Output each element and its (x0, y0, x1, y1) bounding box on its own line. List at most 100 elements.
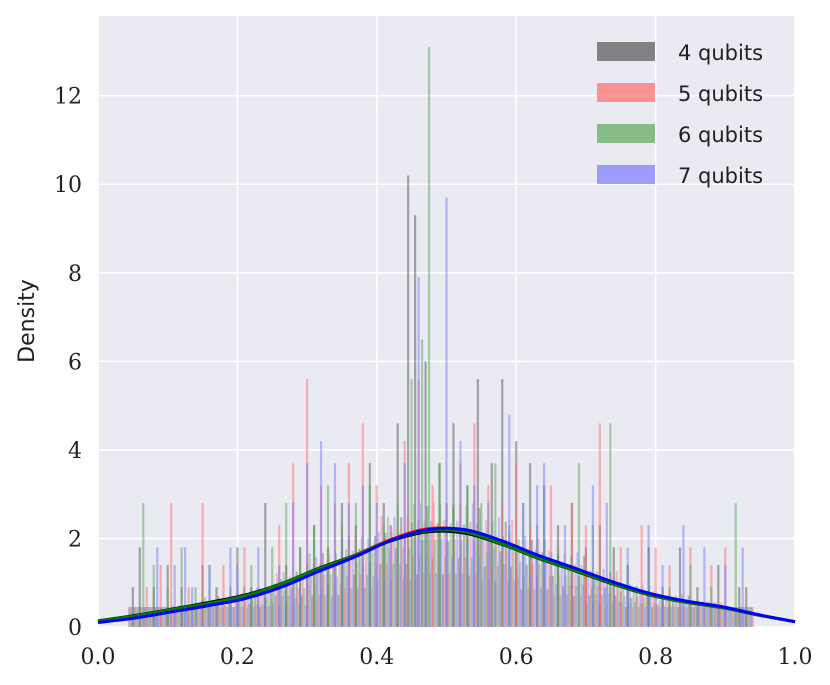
histogram-bar (737, 607, 740, 627)
x-tick-label: 1.0 (778, 645, 813, 670)
histogram-bar (156, 547, 159, 627)
histogram-bar (480, 503, 483, 627)
histogram-bar (304, 605, 307, 627)
histogram-bar (329, 574, 332, 627)
histogram-bar (401, 547, 404, 627)
histogram-bar (340, 525, 344, 627)
histogram-bar (413, 504, 416, 627)
histogram-bar (192, 607, 195, 627)
x-tick-label: 0.4 (359, 645, 394, 670)
histogram-bar (261, 604, 264, 627)
histogram-bar (528, 551, 531, 627)
histogram-bar (316, 573, 319, 627)
y-axis-label: Density (15, 279, 40, 363)
y-tick-label: 12 (54, 85, 82, 110)
histogram-bar (179, 607, 182, 627)
histogram-bar (429, 520, 433, 627)
histogram-bar (607, 593, 610, 627)
kde-curves (97, 526, 796, 625)
histogram-bar (652, 591, 655, 627)
histogram-bar (308, 553, 311, 627)
histogram-bar (358, 548, 361, 627)
histogram-bar (622, 585, 625, 627)
histogram-bar (361, 485, 364, 627)
histogram-bar (290, 587, 293, 627)
histogram-bar (645, 591, 648, 627)
histogram-bar (466, 538, 469, 627)
x-tick-label: 0.6 (499, 645, 534, 670)
histogram-bar (717, 604, 720, 627)
histogram-bar (295, 571, 298, 627)
histogram-bar (459, 441, 462, 627)
histogram-bar (487, 503, 490, 627)
histogram-bar (675, 603, 678, 627)
histogram-bar (713, 602, 716, 627)
histogram-bar (351, 550, 354, 627)
histogram-bar (623, 595, 626, 627)
histogram-bar (691, 604, 694, 627)
histogram-bar (547, 550, 550, 627)
histogram-bar (206, 607, 209, 627)
histogram-bar (658, 599, 661, 627)
histogram-bar (203, 597, 207, 627)
histogram-bar (364, 548, 367, 627)
histogram-bar (542, 463, 546, 627)
y-tick-label: 2 (68, 527, 82, 552)
histogram-bar (177, 605, 181, 627)
histogram-bar (461, 573, 464, 627)
histogram-bar (403, 463, 406, 627)
histogram-bar (180, 547, 183, 627)
histogram-bar (641, 585, 645, 627)
histogram-bar (727, 607, 731, 627)
histogram-bar (612, 547, 615, 627)
histogram-bar (170, 503, 173, 627)
histogram-bar (407, 548, 411, 627)
histogram-bar (379, 563, 382, 627)
histogram-bar (160, 607, 164, 627)
histogram-bar (436, 523, 439, 627)
histogram-bar (751, 607, 754, 627)
histogram-bar (438, 463, 441, 627)
histogram-bar (687, 595, 690, 627)
histogram-bar (441, 574, 445, 627)
histogram-bar (371, 549, 374, 627)
histogram-bar (490, 463, 493, 627)
histogram-bar (266, 593, 269, 627)
histogram-bar (491, 521, 494, 627)
histogram-bar (431, 485, 434, 627)
histogram-bar (328, 553, 331, 627)
histogram-bar (511, 520, 514, 627)
histogram-bar (314, 556, 318, 627)
histogram-bar (585, 602, 588, 627)
histogram-bar (154, 607, 157, 627)
histogram-bar (342, 561, 345, 627)
histogram-bar (208, 565, 211, 627)
histogram-bar (211, 604, 215, 627)
histogram-bar (517, 539, 520, 627)
histogram-bar (572, 596, 575, 627)
histogram-bar (201, 503, 204, 627)
histogram-bar (382, 525, 385, 627)
histogram-bar (696, 587, 699, 627)
histogram-bar (245, 607, 248, 627)
histogram-bar (393, 516, 396, 627)
histogram-bar (335, 576, 339, 627)
histogram-bar (282, 572, 285, 627)
histogram-bar (721, 607, 724, 627)
histogram-bar (219, 607, 222, 627)
histogram-bar (196, 607, 199, 627)
histogram-bar (579, 595, 582, 627)
histogram-bar (394, 548, 398, 627)
histogram-bar (593, 579, 596, 627)
histogram-bar (333, 463, 337, 627)
histogram-bar (450, 555, 454, 627)
histogram-bar (417, 277, 420, 627)
histogram-bar (449, 523, 452, 627)
histogram-bar (588, 595, 591, 627)
histogram-bar (552, 595, 556, 627)
histogram-bar (229, 547, 232, 627)
histogram-bar (175, 607, 178, 627)
histogram-bar (478, 507, 481, 627)
histogram-bar (596, 571, 599, 627)
histogram-bar (258, 607, 262, 627)
